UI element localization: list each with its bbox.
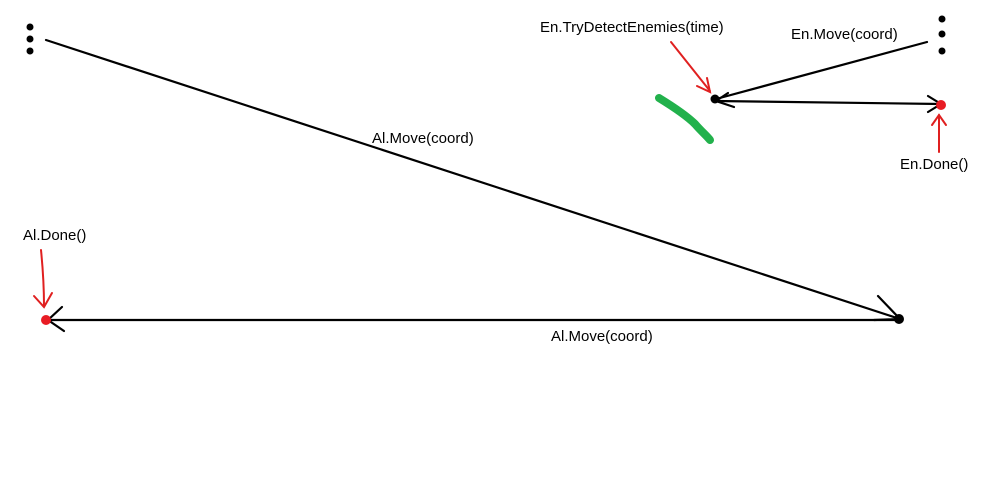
ally-move-path-2 <box>46 305 902 333</box>
green-marker-stroke <box>655 94 714 144</box>
enemy-start-ellipsis <box>938 15 946 55</box>
ally-move-path-1 <box>44 38 903 322</box>
ally-done-dot <box>41 315 51 325</box>
ally-done-arrow <box>33 249 53 309</box>
ally-move-label-2: Al.Move(coord) <box>551 328 653 345</box>
enemy-done-dot <box>936 100 946 110</box>
enemy-done-arrow <box>931 113 947 153</box>
enemy-detect-dot <box>710 94 720 104</box>
ally-waypoint-dot <box>894 314 904 324</box>
enemy-detect-label: En.TryDetectEnemies(time) <box>540 19 724 36</box>
ally-move-label-1: Al.Move(coord) <box>372 130 474 147</box>
ally-start-ellipsis <box>26 23 34 55</box>
ally-done-label: Al.Done() <box>23 227 87 244</box>
enemy-patrol-path <box>713 91 944 114</box>
enemy-move-label: En.Move(coord) <box>791 26 898 43</box>
enemy-done-label: En.Done() <box>900 156 969 173</box>
enemy-detect-arrow <box>670 41 712 94</box>
enemy-move-path-1 <box>714 40 929 101</box>
